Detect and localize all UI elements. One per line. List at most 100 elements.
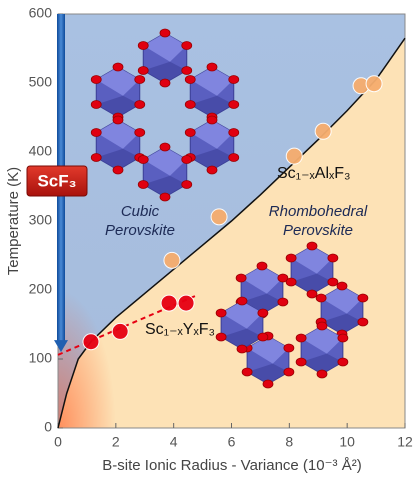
fluorine [181, 41, 193, 50]
annotation: Perovskite [105, 222, 175, 239]
fluorine [295, 357, 307, 367]
fluorine [283, 343, 295, 353]
fluorine [257, 332, 269, 342]
fluorine [316, 369, 328, 379]
data-point [111, 322, 129, 340]
octahedron [90, 115, 146, 175]
fluorine [90, 75, 102, 84]
fluorine [327, 253, 339, 263]
octahedron-face [143, 33, 187, 62]
fluorine [134, 75, 146, 84]
annotation: Perovskite [283, 222, 353, 239]
octahedron-face [247, 336, 289, 364]
data-point [365, 75, 383, 93]
fluorine [159, 192, 171, 202]
octahedron [90, 62, 146, 122]
phase-boundary [57, 37, 406, 429]
fluorine [181, 66, 193, 75]
data-point [82, 333, 100, 351]
fluorine [306, 241, 318, 251]
arrow-head [54, 340, 68, 353]
fluorine [134, 128, 146, 137]
fluorine [277, 273, 289, 283]
annotation: Rhombohedral [269, 203, 368, 220]
octahedron-face [291, 273, 333, 294]
octahedron-face [301, 326, 343, 354]
x-tick-label: 12 [397, 434, 413, 450]
fluorine [137, 180, 149, 189]
octahedron [295, 321, 349, 379]
x-tick-label: 0 [54, 434, 62, 450]
y-tick-label: 600 [29, 5, 53, 21]
octahedron [215, 296, 269, 354]
octahedron-face [143, 175, 187, 197]
data-point [177, 294, 195, 312]
fluorine [215, 332, 227, 342]
fluorine [206, 165, 218, 175]
y-tick-label: 0 [44, 419, 52, 435]
fluorine [228, 153, 240, 162]
compound-box [26, 165, 88, 197]
octahedron-face [241, 266, 283, 294]
x-tick-label: 2 [112, 434, 120, 450]
fluorine [159, 28, 171, 38]
y-tick-label: 400 [29, 143, 53, 159]
fluorine [316, 321, 328, 331]
fluorine [285, 253, 297, 263]
fluorine [236, 296, 248, 306]
octahedron-face [321, 313, 363, 334]
x-tick-label: 8 [285, 434, 293, 450]
octahedron [137, 142, 193, 202]
octahedron-face [221, 328, 263, 349]
octahedron-face [190, 120, 234, 149]
octahedron-face [143, 61, 187, 83]
octahedron-face [221, 301, 263, 329]
fluorine [285, 277, 297, 287]
fluorine [206, 115, 218, 125]
fluorine [90, 100, 102, 109]
octahedron-face [96, 67, 140, 96]
fluorine [315, 293, 327, 303]
octahedron [184, 62, 240, 122]
fluorine [134, 100, 146, 109]
octahedron-face [247, 363, 289, 384]
fluorine [235, 273, 247, 283]
octahedron-face [96, 95, 140, 117]
octahedron-face [301, 353, 343, 374]
data-point [160, 294, 178, 312]
fluorine [137, 66, 149, 75]
fluorine [336, 281, 348, 291]
x-axis-label: B-site Ionic Radius - Variance (10⁻³ Å²) [102, 457, 361, 474]
fluorine [357, 317, 369, 327]
fluorine [184, 75, 196, 84]
octahedron-face [190, 95, 234, 117]
octahedron-face [96, 148, 140, 170]
data-point [210, 208, 228, 226]
fluorine [184, 128, 196, 137]
octahedron [315, 281, 369, 339]
series-label: Sc₁₋ₓYₓF₃ [145, 321, 215, 338]
data-point [314, 122, 332, 140]
octahedron-face [190, 67, 234, 96]
octahedron-face [190, 148, 234, 170]
fluorine [306, 289, 318, 299]
fluorine [256, 261, 268, 271]
data-point [163, 251, 181, 269]
fluorine [137, 41, 149, 50]
annotation: Cubic [121, 203, 160, 220]
x-tick-label: 6 [228, 434, 236, 450]
y-tick-label: 500 [29, 74, 53, 90]
y-tick-label: 300 [29, 212, 53, 228]
fluorine [262, 379, 274, 389]
fluorine [184, 100, 196, 109]
fluorine [236, 344, 248, 354]
fluorine [112, 115, 124, 125]
fluorine [181, 155, 193, 164]
fluorine [159, 78, 171, 88]
octahedron [184, 115, 240, 175]
octahedron-face [241, 293, 283, 314]
fluorine [277, 297, 289, 307]
fluorine [215, 308, 227, 318]
octahedron-face [143, 147, 187, 176]
